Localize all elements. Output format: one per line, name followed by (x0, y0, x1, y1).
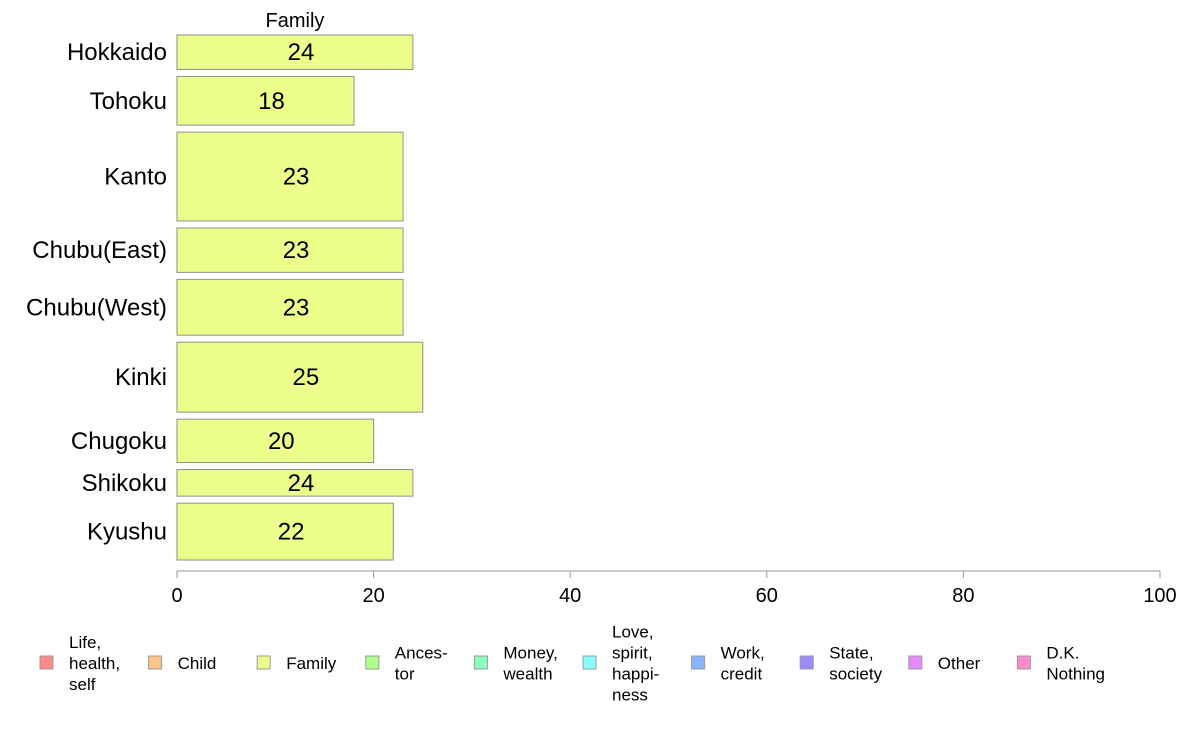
bar-value-label: 23 (283, 294, 310, 321)
bar-5 (176, 341, 424, 413)
category-label: Tohoku (90, 88, 167, 115)
x-axis: 0 20 40 60 80 100 (171, 570, 1177, 607)
legend: Life, health, self Child Family Ances-tor Mone… (39, 623, 1105, 705)
category-label: Hokkaido (67, 39, 167, 66)
legend-label: Family (286, 654, 337, 673)
bar-7 (176, 469, 414, 497)
x-tick-label: 60 (756, 585, 778, 607)
bar-0 (176, 34, 414, 70)
bar-8 (176, 502, 394, 561)
x-tick-label: 0 (171, 585, 182, 607)
category-label: Chubu(West) (26, 294, 167, 321)
x-tick-label: 20 (362, 585, 384, 607)
legend-label: Life, health, self (69, 633, 120, 694)
category-label: Kyushu (87, 519, 167, 546)
legend-label: Work, credit (721, 644, 765, 684)
bar-value-label: 25 (293, 364, 320, 391)
bar-6 (176, 418, 375, 464)
bar-value-label: 23 (283, 237, 310, 264)
legend-swatch (256, 655, 271, 670)
category-label: Chugoku (71, 428, 167, 455)
x-tick-label: 40 (559, 585, 581, 607)
legend-swatch (39, 655, 54, 670)
legend-swatch (473, 655, 488, 670)
legend-swatch (582, 655, 597, 670)
category-label: Kanto (104, 164, 167, 191)
legend-label: State, society (829, 644, 882, 684)
legend-swatch (148, 655, 163, 670)
bar-value-label: 23 (283, 164, 310, 191)
legend-swatch (691, 655, 706, 670)
bar-value-label: 24 (288, 470, 315, 497)
legend-label: Ances-tor (395, 644, 448, 684)
legend-swatch (1016, 655, 1031, 670)
x-tick-label: 100 (1143, 585, 1176, 607)
series-title: Family (266, 10, 325, 32)
bar-value-label: 20 (268, 428, 295, 455)
legend-swatch (908, 655, 923, 670)
bar-4 (176, 278, 404, 336)
bar-3 (176, 227, 404, 273)
bars-group: 24 Hokkaido 18 Tohoku 23 Kanto 23 Chubu(East) 23… (26, 34, 424, 561)
category-label: Chubu(East) (32, 237, 167, 264)
legend-label: Love, spirit, happi-ness (612, 623, 659, 705)
bar-1 (176, 75, 355, 126)
bar-value-label: 18 (258, 88, 285, 115)
category-label: Shikoku (82, 470, 167, 497)
bar-value-label: 24 (288, 39, 315, 66)
legend-label: D.K. Nothing (1046, 644, 1105, 684)
legend-label: Child (178, 654, 217, 673)
bar-value-label: 22 (278, 519, 305, 546)
bar-2 (176, 131, 404, 222)
legend-label: Other (938, 654, 981, 673)
legend-swatch (365, 655, 380, 670)
legend-swatch (799, 655, 814, 670)
category-label: Kinki (115, 364, 167, 391)
x-tick-label: 80 (952, 585, 974, 607)
legend-label: Money, wealth (502, 644, 558, 684)
